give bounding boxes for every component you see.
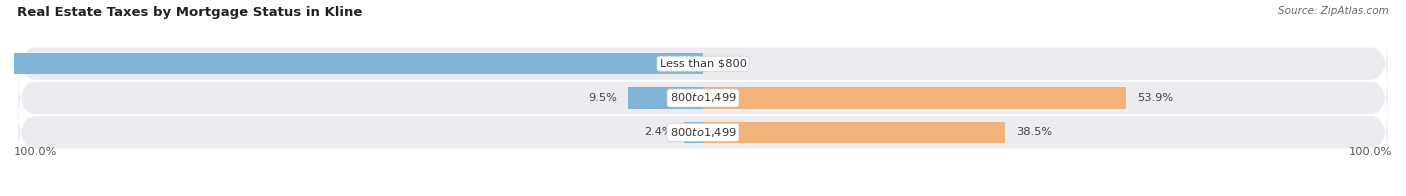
Text: 9.5%: 9.5%	[589, 93, 617, 103]
Text: 53.9%: 53.9%	[1137, 93, 1174, 103]
FancyBboxPatch shape	[18, 39, 1388, 89]
FancyBboxPatch shape	[18, 73, 1388, 123]
Bar	[11, 53, 703, 74]
Text: Less than $800: Less than $800	[659, 59, 747, 69]
Text: $800 to $1,499: $800 to $1,499	[669, 92, 737, 104]
FancyBboxPatch shape	[18, 107, 1388, 157]
Text: 0.0%: 0.0%	[714, 59, 742, 69]
Text: Real Estate Taxes by Mortgage Status in Kline: Real Estate Taxes by Mortgage Status in …	[17, 6, 363, 19]
Bar	[703, 122, 1005, 143]
Bar	[703, 87, 1126, 109]
Text: $800 to $1,499: $800 to $1,499	[669, 126, 737, 139]
Text: 100.0%: 100.0%	[14, 147, 58, 157]
Bar	[685, 122, 703, 143]
Text: 38.5%: 38.5%	[1017, 127, 1053, 137]
Text: 2.4%: 2.4%	[644, 127, 673, 137]
Text: Source: ZipAtlas.com: Source: ZipAtlas.com	[1278, 6, 1389, 16]
Bar	[628, 87, 703, 109]
Text: 100.0%: 100.0%	[1348, 147, 1392, 157]
